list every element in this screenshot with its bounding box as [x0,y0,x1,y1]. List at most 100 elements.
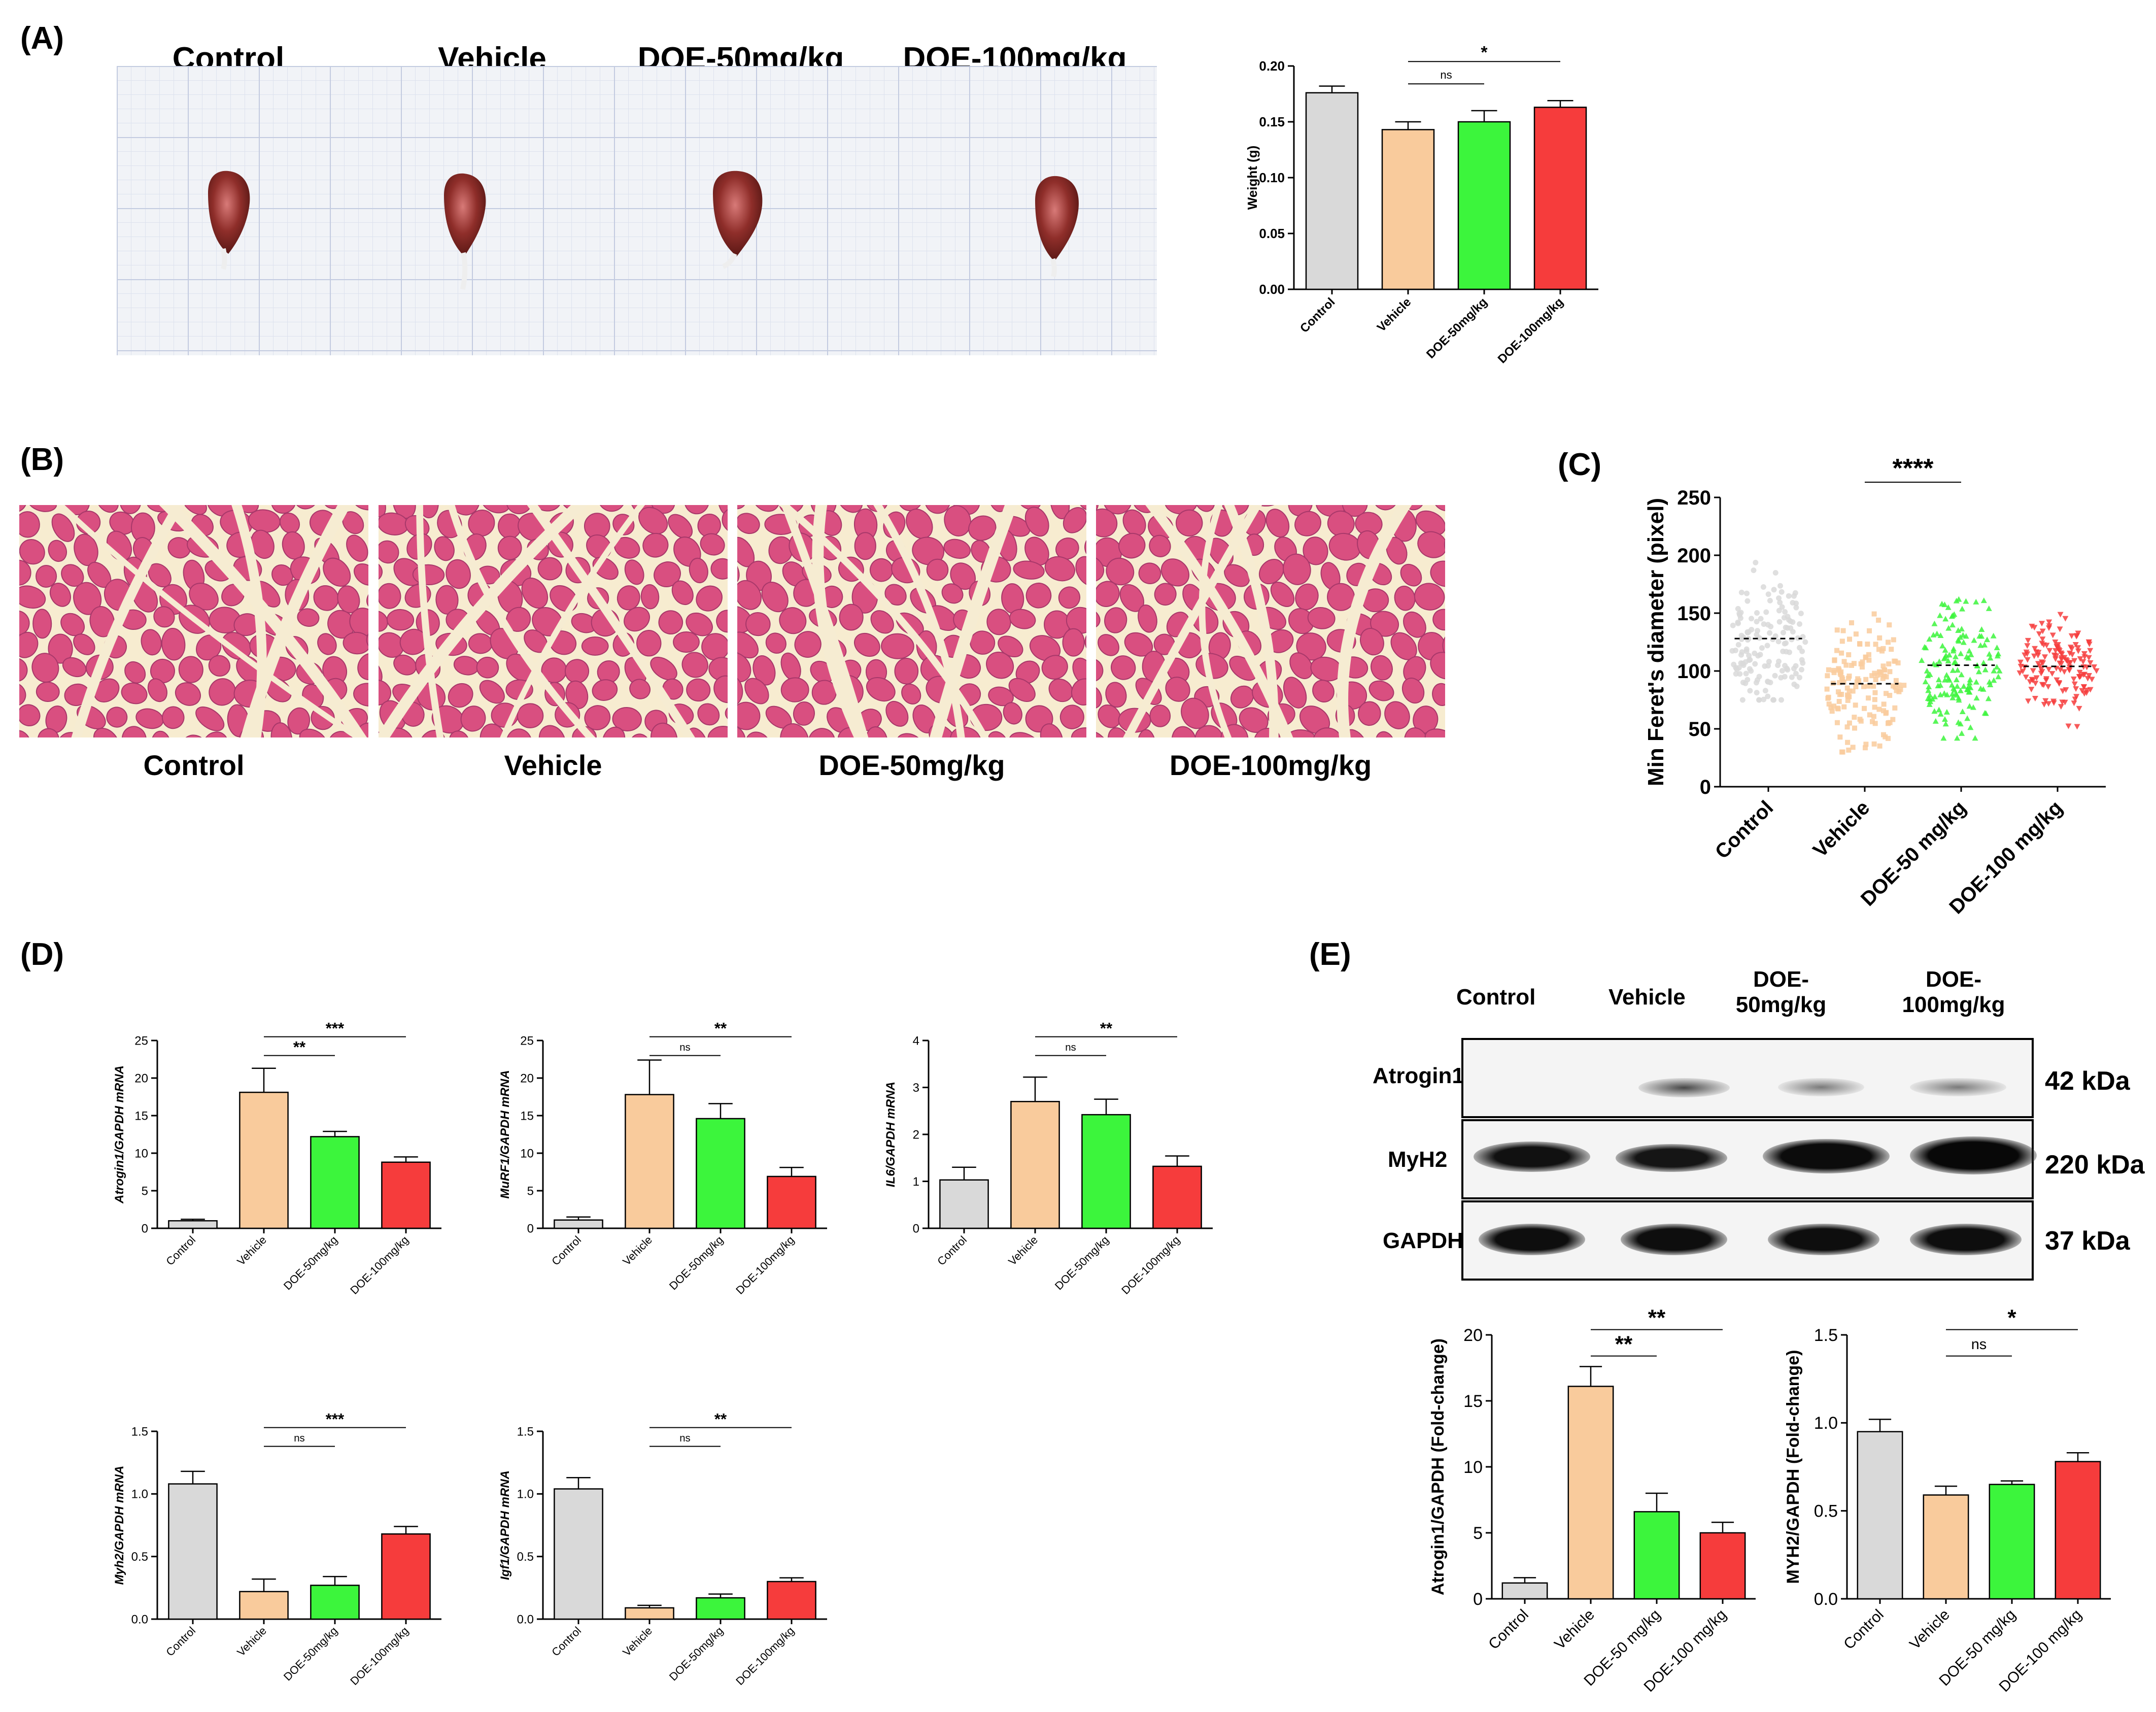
scatter-point [1886,735,1891,741]
scatter-point [1991,667,1997,674]
specimen-doe50 [713,171,763,269]
scatter-point [1942,647,1948,653]
muscle-fiber [418,505,439,519]
scatter-point [1952,653,1959,659]
muscle-fiber [986,651,1014,679]
muscle-fiber [1008,678,1036,702]
scatter-point [1846,652,1852,657]
muscle-fiber [366,628,368,654]
scatter-point [1772,633,1778,639]
scatter-point [1939,600,1945,607]
bar-2 [696,1118,745,1229]
scatter-point [1783,640,1789,646]
scatter-point [1863,655,1869,660]
muscle-fiber [293,505,319,510]
y-tick-label: 0.5 [131,1550,148,1564]
y-tick-label: 5 [142,1184,148,1198]
muscle-fiber [175,682,201,706]
scatter-point [1886,640,1891,645]
scatter-point [1771,587,1777,593]
scatter-point [1925,687,1932,693]
muscle-fiber [636,630,662,657]
significance-label: ns [679,1042,691,1053]
scatter-point [1954,735,1961,741]
significance-label: ns [1971,1336,1987,1353]
muscle-fiber [434,536,455,561]
scatter-point [1975,668,1982,675]
scatter-point [2065,723,2072,729]
scatter-point [2058,655,2065,661]
x-tick-label: DOE-100mg/kg [348,1233,411,1294]
scatter-point [2052,648,2059,654]
scatter-point [1738,632,1744,639]
scatter-point [2017,659,2024,665]
muscle-fiber [654,561,681,587]
muscle-fiber [89,606,115,637]
y-tick-label: 10 [134,1147,148,1160]
muscle-fiber [73,633,95,655]
muscle-fiber [1400,563,1422,587]
muscle-fiber [1194,725,1223,737]
scatter-point [1976,633,1983,639]
scatter-point [1752,661,1758,667]
scatter-point [1872,697,1877,702]
muscle-fiber [1294,511,1321,536]
bar-3 [1152,1165,1202,1229]
scatter-point [2076,669,2083,676]
muscle-fiber [1103,505,1132,515]
muscle-fiber [1118,532,1146,559]
scatter-point [1734,666,1740,673]
significance-label: ns [294,1433,305,1444]
muscle-fiber [181,505,207,515]
wb-header-doe100: DOE- 100mg/kg [1902,967,2005,1017]
muscle-fiber [1071,678,1086,706]
muscle-fiber [1062,628,1085,657]
scatter-point [1966,689,1972,695]
bar-1 [1567,1386,1614,1600]
scatter-point [1865,642,1870,647]
wb-header-vehicle: Vehicle [1609,985,1686,1010]
scatter-point [1836,698,1842,704]
scatter-point [2091,664,2098,670]
bar-0 [554,1488,603,1620]
scatter-point [1986,651,1993,657]
scatter-point [1786,593,1792,599]
scatter-point [1853,702,1858,708]
scatter-point [1876,707,1882,712]
scatter-point [1748,668,1754,674]
scatter-point [1887,693,1893,698]
scatter-point [1972,735,1978,741]
muscle-fiber [31,653,59,683]
connective-tissue [56,505,367,737]
muscle-fiber [32,609,52,639]
muscle-fiber [968,515,997,541]
muscle-fiber [270,722,293,737]
scatter-point [1873,642,1878,647]
muscle-photo [117,66,1157,355]
scatter-point [1838,669,1844,675]
scatter-point [1753,559,1759,565]
scatter-point [1871,741,1877,747]
muscle-fiber [279,512,300,534]
bar-2 [696,1597,745,1620]
muscle-fiber [624,607,650,632]
muscle-fiber [202,731,228,737]
scatter-point [1927,698,1934,704]
scatter-point [1735,642,1741,648]
significance-label: ** [1100,1020,1113,1037]
muscle-fiber [988,686,1014,707]
muscle-fiber [121,682,148,704]
scatter-point [1844,724,1850,730]
muscle-fiber [19,682,26,707]
muscle-fiber [1327,583,1355,611]
scatter-point [1765,693,1771,699]
scatter-point [1850,745,1856,750]
scatter-point [1865,683,1871,689]
scatter-point [2087,660,2094,666]
scatter-point [1921,644,1928,650]
muscle-fiber [839,603,864,631]
y-tick-label: 0 [142,1222,148,1235]
scatter-point [1754,619,1760,625]
muscle-fiber [27,505,57,512]
muscle-fiber [808,728,835,737]
